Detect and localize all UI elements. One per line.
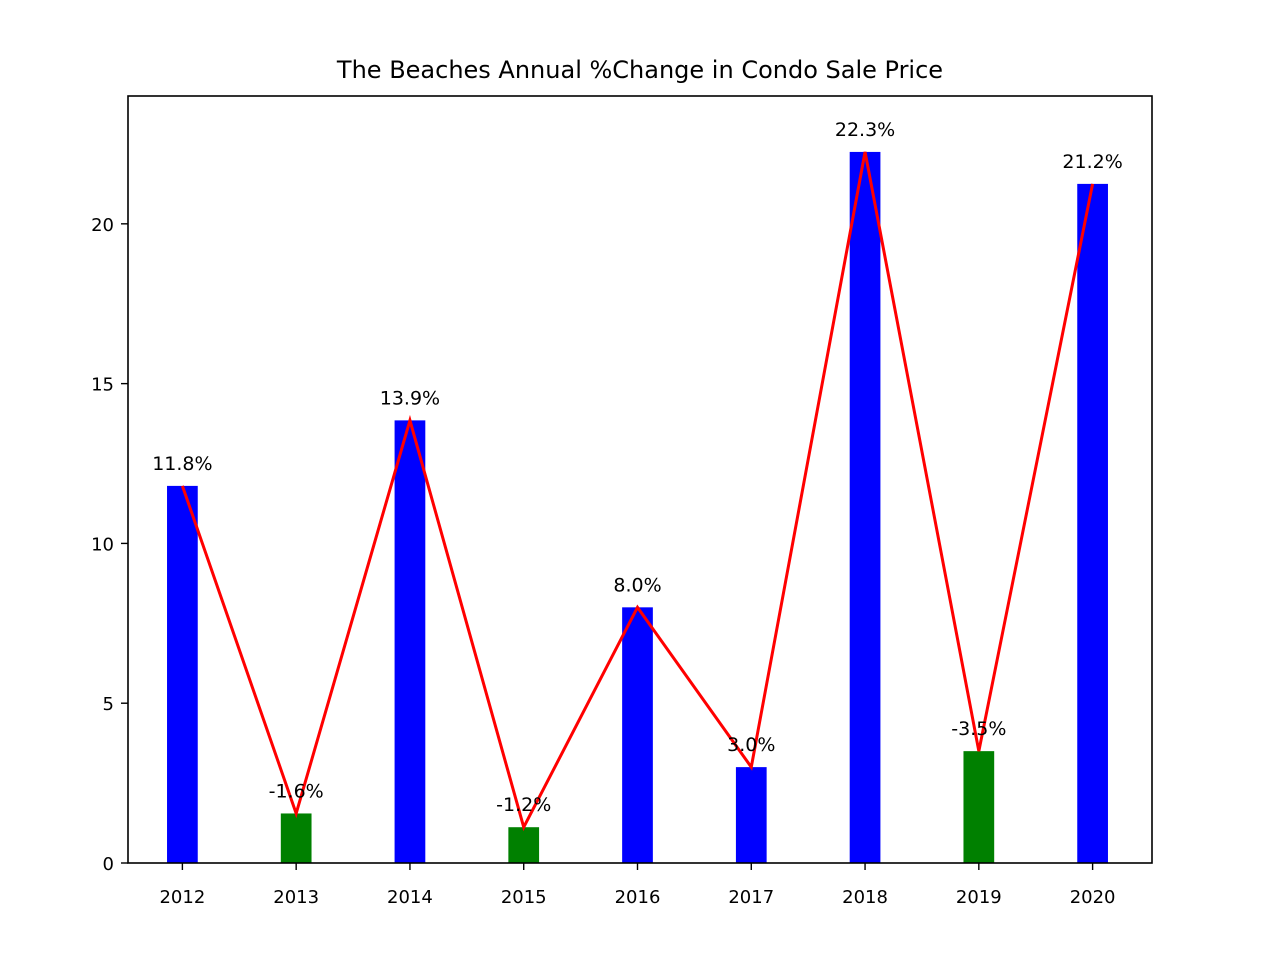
trend-line [180,151,1095,832]
x-tick-label-2015: 2015 [501,887,547,908]
x-tick-label-2016: 2016 [615,887,661,908]
y-axis: 0 5 10 15 20 [91,215,128,875]
data-label-2018: 22.3% [835,119,895,141]
y-tick-label-0: 0 [103,854,114,875]
bar-2013 [280,813,312,863]
x-tick-label-2018: 2018 [842,887,888,908]
bars-layer [167,151,1108,864]
bar-2018 [849,151,881,864]
bar-2015 [508,827,540,863]
y-tick-label-15: 15 [91,375,114,396]
bar-2019 [963,751,995,863]
y-tick-label-20: 20 [91,215,114,236]
x-tick-label-2020: 2020 [1070,887,1116,908]
data-label-2017: 3.0% [727,734,775,756]
bar-2017 [735,767,767,863]
y-tick-label-5: 5 [103,694,114,715]
bar-2012 [167,485,198,863]
data-label-2015: -1.2% [496,794,551,816]
x-tick-label-2014: 2014 [387,887,433,908]
y-tick-label-10: 10 [91,534,114,555]
data-label-2016: 8.0% [613,574,661,596]
x-axis: 2012 2013 2014 2015 2016 2017 2018 2019 2020 [159,863,1116,908]
bar-2020 [1077,183,1108,863]
bar-2016 [622,607,653,863]
chart-title: The Beaches Annual %Change in Condo Sale… [336,56,943,84]
data-label-2014: 13.9% [380,387,440,409]
bar-2014 [394,420,426,863]
plot-frame [127,95,1153,864]
x-tick-label-2013: 2013 [273,887,319,908]
data-label-2012: 11.8% [152,453,212,475]
data-label-2020: 21.2% [1062,151,1122,173]
data-label-2019: -3.5% [951,718,1006,740]
x-tick-label-2019: 2019 [956,887,1002,908]
data-label-2013: -1.6% [269,780,324,802]
line-layer [180,151,1095,832]
data-labels-layer: 11.8% -1.6% 13.9% -1.2% 8.0% 3.0% 22.3% -3.5% 21… [152,119,1123,816]
x-tick-label-2017: 2017 [728,887,774,908]
x-tick-label-2012: 2012 [159,887,205,908]
